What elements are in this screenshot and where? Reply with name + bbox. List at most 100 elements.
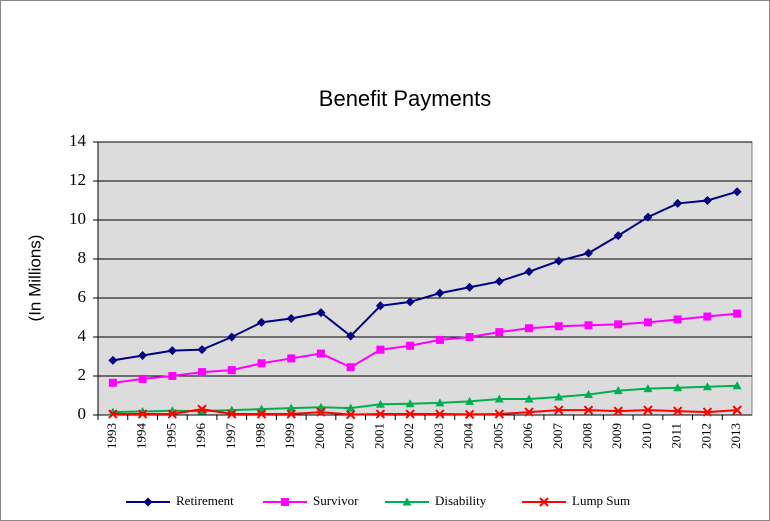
- data-point: [405, 297, 415, 307]
- data-point: [702, 196, 712, 205]
- data-point: [376, 345, 385, 354]
- x-tick-label: 2002: [401, 423, 416, 449]
- data-point: [406, 341, 415, 350]
- data-point: [256, 409, 267, 419]
- data-point: [286, 403, 296, 412]
- data-point: [168, 372, 177, 380]
- x-tick-label: 1994: [134, 423, 149, 450]
- data-point: [703, 312, 712, 321]
- data-point: [554, 322, 563, 331]
- data-point: [614, 320, 623, 329]
- data-point: [732, 187, 742, 197]
- x-tick-label: 1999: [282, 423, 297, 449]
- data-point: [138, 351, 148, 361]
- data-point: [464, 409, 475, 420]
- x-tick-label: 2000: [342, 423, 357, 449]
- data-point: [257, 359, 266, 368]
- data-point: [316, 407, 326, 417]
- data-point: [405, 399, 415, 408]
- x-tick-label: 2007: [550, 423, 565, 450]
- y-tick-label: 4: [78, 326, 87, 345]
- legend-marker: [402, 497, 412, 506]
- y-tick-label: 2: [78, 365, 87, 384]
- data-point: [494, 394, 504, 403]
- y-axis-label: (In Millions): [25, 235, 44, 322]
- data-point: [583, 405, 594, 415]
- x-tick-label: 2001: [371, 423, 386, 449]
- data-point: [643, 384, 653, 393]
- data-point: [435, 398, 445, 407]
- x-tick-label: 2011: [669, 423, 684, 449]
- data-point: [108, 378, 117, 387]
- x-tick-label: 2005: [490, 423, 505, 449]
- legend-marker: [281, 498, 289, 506]
- data-point: [167, 346, 177, 356]
- data-point: [554, 256, 564, 266]
- y-tick-label: 14: [69, 131, 87, 150]
- data-point: [345, 409, 356, 420]
- data-point: [435, 288, 445, 298]
- data-point: [405, 409, 415, 419]
- data-point: [613, 231, 623, 241]
- x-tick-label: 1998: [252, 423, 267, 449]
- x-tick-label: 1993: [104, 423, 119, 449]
- x-tick-label: 2004: [461, 423, 476, 450]
- y-tick-label: 8: [78, 248, 87, 267]
- data-point: [197, 404, 207, 414]
- y-tick-label: 0: [78, 404, 87, 423]
- data-point: [435, 409, 445, 419]
- data-point: [554, 405, 564, 415]
- data-point: [673, 198, 683, 208]
- data-point: [375, 399, 385, 408]
- data-point: [197, 345, 207, 355]
- x-tick-label: 2009: [609, 423, 624, 449]
- data-point: [138, 374, 147, 383]
- data-point: [375, 409, 386, 419]
- data-point: [227, 332, 237, 342]
- data-point: [584, 321, 593, 330]
- x-tick-label: 1997: [223, 423, 238, 450]
- y-tick-label: 12: [69, 170, 86, 189]
- data-point: [702, 407, 713, 417]
- data-point: [227, 366, 236, 375]
- data-point: [108, 409, 118, 419]
- data-point: [554, 392, 564, 401]
- series-line: [112, 408, 738, 416]
- data-point: [346, 363, 355, 372]
- data-point: [524, 407, 534, 417]
- x-tick-label: 1996: [193, 423, 208, 450]
- data-point: [643, 318, 652, 327]
- x-tick-label: 2008: [579, 423, 594, 449]
- legend-label: Survivor: [313, 493, 359, 508]
- data-point: [524, 267, 534, 277]
- chart-title: Benefit Payments: [319, 86, 491, 111]
- data-point: [494, 276, 504, 286]
- data-point: [465, 396, 475, 405]
- data-point: [108, 355, 118, 365]
- x-tick-label: 2010: [639, 423, 654, 449]
- legend-marker: [143, 497, 153, 507]
- data-point: [673, 315, 682, 324]
- series-line: [112, 312, 738, 384]
- data-point: [524, 394, 534, 403]
- legend-label: Lump Sum: [572, 493, 630, 508]
- data-point: [137, 409, 148, 419]
- data-point: [316, 349, 325, 358]
- data-point: [286, 409, 296, 419]
- data-point: [375, 301, 385, 311]
- data-point: [316, 308, 326, 318]
- data-point: [643, 212, 653, 222]
- data-point: [435, 335, 444, 344]
- data-point: [227, 409, 237, 419]
- x-tick-label: 2000: [312, 423, 327, 449]
- data-point: [643, 405, 653, 415]
- x-tick-label: 2006: [520, 423, 535, 450]
- data-point: [584, 390, 593, 399]
- legend-label: Disability: [435, 493, 487, 508]
- y-tick-label: 6: [78, 287, 87, 306]
- data-point: [732, 405, 742, 415]
- data-point: [613, 406, 623, 416]
- data-point: [346, 403, 356, 412]
- data-point: [732, 381, 742, 390]
